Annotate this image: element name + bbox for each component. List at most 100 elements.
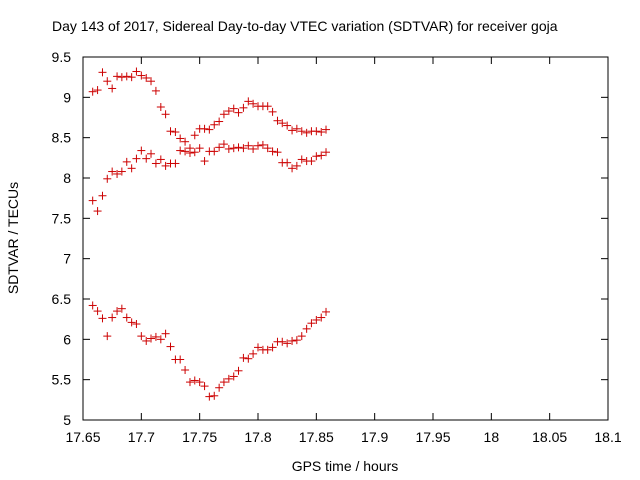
data-point-middle [322, 148, 331, 157]
data-point-middle [297, 155, 306, 164]
data-point-upper [219, 110, 228, 119]
data-point-upper [181, 137, 190, 146]
data-point-middle [103, 174, 112, 183]
data-point-upper [229, 104, 238, 113]
data-point-lower [283, 339, 292, 348]
axis-ticks [82, 56, 609, 421]
data-point-lower [103, 332, 112, 341]
data-point-upper [93, 86, 102, 95]
data-point-lower [244, 354, 253, 363]
data-point-middle [200, 157, 209, 166]
data-point-upper [103, 77, 112, 86]
plot-frame [82, 56, 609, 421]
data-point-middle [122, 157, 131, 166]
tick-labels: 17.65 17.7 17.75 17.8 17.85 17.9 17.95 18 18.05 1… [52, 49, 622, 445]
data-point-middle [210, 147, 219, 156]
data-point-upper [156, 103, 165, 112]
data-point-middle [93, 207, 102, 216]
data-point-middle [215, 143, 224, 152]
data-point-upper [147, 77, 156, 86]
x-tick-label: 18.05 [532, 429, 567, 445]
chart-title: Day 143 of 2017, Sidereal Day-to-day VTE… [52, 18, 558, 34]
data-point-middle [317, 151, 326, 160]
data-point-lower [307, 319, 316, 328]
data-point-lower [317, 313, 326, 322]
data-point-middle [263, 144, 272, 153]
x-tick-label: 17.65 [65, 429, 100, 445]
data-point-upper [249, 99, 258, 108]
data-point-middle [98, 191, 107, 200]
data-point-middle [219, 140, 228, 149]
data-point-middle [156, 155, 165, 164]
x-tick-label: 18 [484, 429, 500, 445]
data-point-upper [268, 107, 277, 116]
data-point-middle [292, 161, 301, 170]
data-point-middle [268, 147, 277, 156]
data-point-upper [317, 128, 326, 137]
x-axis-label: GPS time / hours [292, 458, 399, 474]
data-point-upper [239, 103, 248, 112]
data-point-lower [147, 334, 156, 343]
data-point-middle [229, 144, 238, 153]
data-point-lower [219, 378, 228, 387]
data-point-middle [288, 164, 297, 173]
data-point-upper [200, 124, 209, 133]
data-point-lower [205, 392, 214, 401]
data-point-lower [176, 355, 185, 364]
y-tick-label: 9 [63, 89, 71, 105]
data-point-upper [142, 73, 151, 82]
x-tick-label: 17.75 [182, 429, 217, 445]
data-point-upper [292, 124, 301, 133]
data-point-lower [98, 314, 107, 323]
data-point-lower [215, 383, 224, 392]
data-point-middle [195, 144, 204, 153]
data-point-lower [117, 304, 126, 313]
data-point-lower [93, 307, 102, 316]
data-point-middle [244, 141, 253, 150]
data-point-lower [156, 335, 165, 344]
data-point-upper [322, 125, 331, 134]
data-point-upper [108, 84, 117, 93]
data-point-lower [142, 336, 151, 345]
data-point-upper [161, 110, 170, 119]
data-point-lower [185, 378, 194, 387]
data-point-lower [181, 365, 190, 374]
data-point-upper [190, 131, 199, 140]
y-tick-label: 9.5 [52, 49, 72, 65]
data-point-middle [127, 164, 136, 173]
data-point-lower [312, 315, 321, 324]
data-point-middle [147, 149, 156, 158]
data-point-middle [234, 143, 243, 152]
data-point-middle [258, 140, 267, 149]
data-point-upper [297, 127, 306, 136]
data-point-lower [200, 382, 209, 391]
data-point-lower [122, 313, 131, 322]
data-point-lower [268, 343, 277, 352]
data-point-lower [190, 376, 199, 385]
data-point-lower [263, 345, 272, 354]
data-point-upper [117, 73, 126, 82]
data-point-upper [88, 87, 97, 96]
x-tick-label: 17.9 [361, 429, 388, 445]
data-point-upper [283, 121, 292, 130]
data-point-middle [113, 169, 122, 178]
data-point-lower [88, 301, 97, 310]
data-point-lower [161, 329, 170, 338]
data-point-lower [249, 349, 258, 358]
data-point-upper [210, 120, 219, 129]
data-point-upper [205, 125, 214, 134]
data-point-middle [88, 196, 97, 205]
data-point-upper [288, 126, 297, 135]
data-point-middle [224, 144, 233, 153]
data-point-middle [142, 154, 151, 163]
data-point-middle [132, 154, 141, 163]
data-point-lower [302, 324, 311, 333]
data-point-upper [224, 107, 233, 116]
data-point-upper [137, 71, 146, 80]
data-point-lower [239, 353, 248, 362]
data-point-lower [224, 374, 233, 383]
data-point-lower [108, 313, 117, 322]
data-point-lower [278, 337, 287, 346]
data-point-lower [195, 378, 204, 387]
